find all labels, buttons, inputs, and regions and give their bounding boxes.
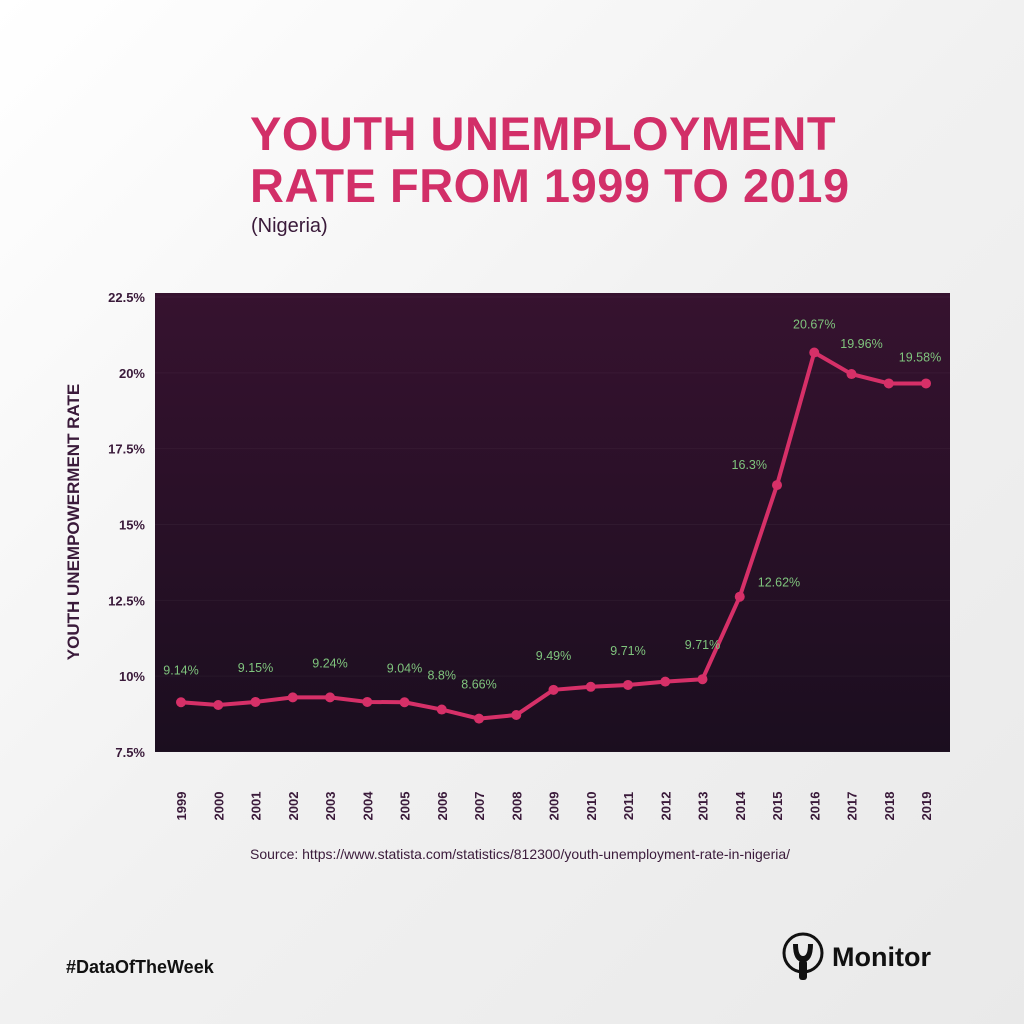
data-point <box>511 709 522 720</box>
data-point <box>772 480 782 491</box>
x-tick-label: 2013 <box>696 792 711 821</box>
y-tick-label: 22.5% <box>108 290 145 305</box>
monitor-logo-icon <box>782 932 824 980</box>
data-point <box>399 697 410 708</box>
data-point <box>734 591 745 602</box>
x-tick-label: 2003 <box>323 792 338 821</box>
x-tick-label: 2007 <box>472 792 487 821</box>
data-point <box>213 699 224 710</box>
x-tick-label: 2008 <box>509 792 524 821</box>
x-tick-label: 2001 <box>249 792 264 821</box>
x-tick-label: 2015 <box>770 792 785 821</box>
data-point <box>474 713 484 724</box>
x-tick-label: 2018 <box>882 792 897 821</box>
data-label: 8.66% <box>461 678 496 692</box>
data-label: 9.24% <box>312 656 347 670</box>
data-point <box>548 684 559 695</box>
data-point <box>250 696 261 707</box>
x-tick-label: 2009 <box>547 792 562 821</box>
x-tick-label: 2011 <box>621 792 636 820</box>
data-label: 16.3% <box>732 458 767 472</box>
y-tick-label: 15% <box>119 518 145 533</box>
x-tick-label: 2019 <box>919 792 934 821</box>
data-point <box>176 697 186 708</box>
data-point <box>660 676 671 687</box>
logo-text: Monitor <box>832 941 931 972</box>
data-point <box>325 692 335 703</box>
x-tick-label: 2017 <box>845 792 860 821</box>
x-tick-label: 2010 <box>584 792 599 821</box>
x-tick-label: 2002 <box>286 792 301 821</box>
x-tick-label: 2000 <box>211 792 226 821</box>
data-point <box>362 696 373 707</box>
plot-area <box>155 293 950 752</box>
data-label: 8.8% <box>428 669 457 683</box>
data-point <box>921 378 931 389</box>
data-label: 19.58% <box>899 350 941 364</box>
hashtag: #DataOfTheWeek <box>66 957 214 977</box>
data-point <box>809 347 820 358</box>
data-point <box>623 679 633 690</box>
data-point <box>585 681 596 692</box>
data-label: 12.62% <box>758 576 800 590</box>
data-label: 9.71% <box>610 644 645 658</box>
data-point <box>697 674 708 685</box>
data-label: 9.04% <box>387 661 422 675</box>
y-tick-label: 17.5% <box>108 442 145 457</box>
x-tick-label: 2004 <box>360 791 375 821</box>
chart-title: YOUTH UNEMPLOYMENT RATE FROM 1999 TO 201… <box>250 107 850 212</box>
x-tick-label: 2005 <box>398 792 413 821</box>
x-tick-label: 1999 <box>174 792 189 821</box>
y-tick-label: 12.5% <box>108 593 145 608</box>
source-note: Source: https://www.statista.com/statist… <box>250 846 791 862</box>
x-tick-label: 2012 <box>658 792 673 821</box>
x-tick-label: 2016 <box>807 792 822 821</box>
data-label: 9.14% <box>163 663 198 677</box>
y-tick-label: 7.5% <box>115 745 145 760</box>
data-label: 19.96% <box>840 337 882 351</box>
y-tick-label: 10% <box>119 669 145 684</box>
data-label: 9.15% <box>238 661 273 675</box>
data-point <box>287 692 298 703</box>
x-tick-label: 2014 <box>733 791 748 821</box>
data-label: 9.49% <box>536 649 571 663</box>
data-point <box>436 704 447 715</box>
data-point <box>883 378 894 389</box>
data-label: 20.67% <box>793 318 835 332</box>
y-tick-label: 20% <box>119 366 145 381</box>
chart-subtitle: (Nigeria) <box>251 215 328 237</box>
x-tick-label: 2006 <box>435 792 450 821</box>
monitor-logo: Monitor <box>780 932 931 982</box>
data-label: 9.71% <box>685 638 720 652</box>
data-point <box>846 369 857 380</box>
